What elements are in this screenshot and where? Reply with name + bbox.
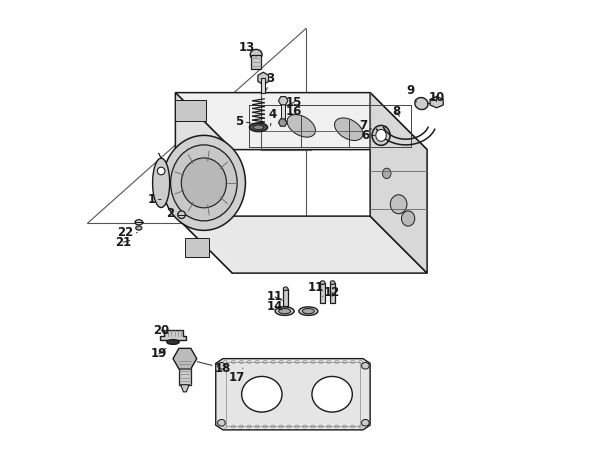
Text: 22: 22 [118,226,137,239]
Polygon shape [216,359,370,430]
Ellipse shape [275,307,294,315]
Ellipse shape [167,340,179,344]
Text: 20: 20 [153,323,170,337]
Ellipse shape [171,145,237,221]
Polygon shape [258,72,269,85]
Text: 1: 1 [147,193,161,206]
Text: 5: 5 [236,114,251,128]
Ellipse shape [218,419,225,426]
Polygon shape [261,78,265,93]
Ellipse shape [330,281,335,285]
Text: 4: 4 [269,107,277,126]
Text: 21: 21 [115,236,131,249]
Ellipse shape [242,376,282,412]
Ellipse shape [302,309,315,314]
Ellipse shape [287,114,315,137]
Ellipse shape [362,362,369,369]
Polygon shape [283,289,288,306]
Polygon shape [430,96,443,108]
Text: 15: 15 [286,95,302,109]
Ellipse shape [335,118,363,141]
Ellipse shape [415,97,428,110]
Text: 19: 19 [151,347,167,361]
Text: 16: 16 [285,105,302,121]
Polygon shape [252,55,261,69]
Ellipse shape [250,123,267,132]
Polygon shape [278,119,287,126]
Polygon shape [282,101,285,121]
Polygon shape [330,283,335,303]
Polygon shape [152,158,170,208]
Ellipse shape [181,158,226,208]
Text: 14: 14 [267,300,283,313]
Ellipse shape [283,287,288,291]
Text: 9: 9 [406,84,416,102]
Polygon shape [173,348,196,369]
Polygon shape [160,330,186,340]
Polygon shape [181,385,189,392]
Polygon shape [176,216,427,273]
Polygon shape [320,283,325,303]
Text: 10: 10 [428,91,445,104]
Ellipse shape [362,419,369,426]
Ellipse shape [401,211,415,226]
Ellipse shape [162,135,245,230]
Text: 3: 3 [266,72,274,90]
Ellipse shape [299,307,318,315]
Ellipse shape [312,376,353,412]
Text: 13: 13 [239,41,256,57]
Ellipse shape [376,129,386,142]
Polygon shape [179,359,191,385]
Polygon shape [185,238,209,256]
Polygon shape [176,100,206,121]
Text: 7: 7 [359,119,371,133]
Text: 12: 12 [324,285,340,299]
Text: 11: 11 [267,290,283,304]
Polygon shape [370,93,427,273]
Ellipse shape [157,167,165,175]
Ellipse shape [218,362,225,369]
Ellipse shape [372,125,390,145]
Ellipse shape [177,211,185,218]
Ellipse shape [250,49,262,60]
Ellipse shape [390,195,407,214]
Ellipse shape [278,309,291,314]
Text: 18: 18 [197,361,231,375]
Ellipse shape [253,125,264,130]
Polygon shape [176,93,427,150]
Ellipse shape [320,281,325,285]
Ellipse shape [136,226,142,230]
Polygon shape [278,96,288,105]
Text: 2: 2 [166,207,178,220]
Text: 8: 8 [392,105,400,118]
Ellipse shape [135,219,143,225]
Text: 11: 11 [307,281,324,297]
Polygon shape [376,126,386,134]
Text: 6: 6 [361,129,375,142]
Polygon shape [176,93,233,273]
Text: 17: 17 [229,368,245,384]
Ellipse shape [382,168,391,179]
